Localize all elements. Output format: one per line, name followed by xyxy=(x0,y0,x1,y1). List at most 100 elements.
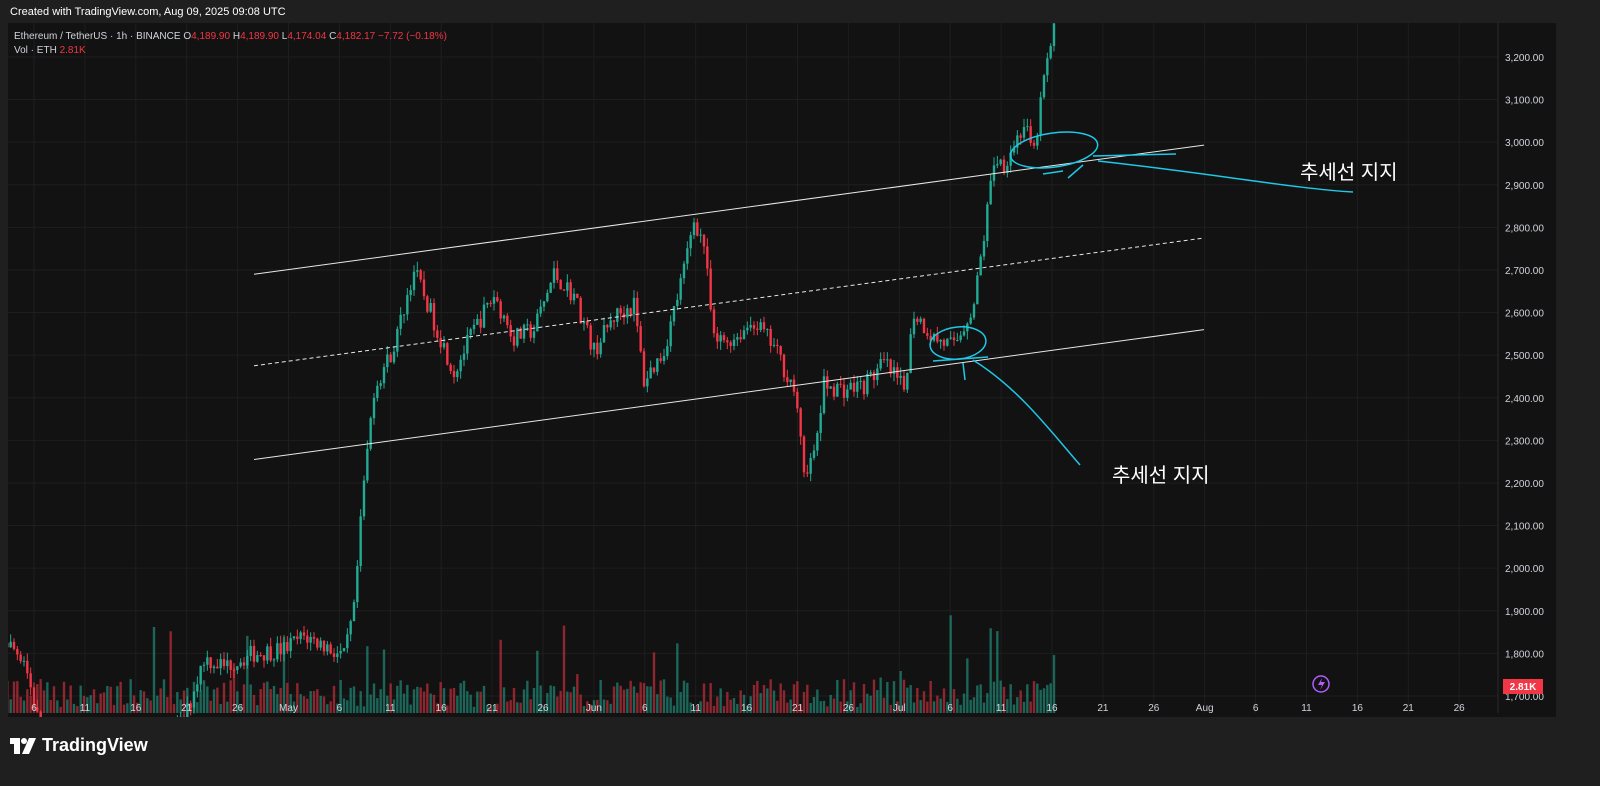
volume-bar xyxy=(482,685,486,713)
volume-bar xyxy=(466,691,469,713)
volume-bar xyxy=(949,615,952,713)
candle-body xyxy=(16,648,19,655)
symbol-title[interactable]: Ethereum / TetherUS · 1h · BINANCE xyxy=(14,31,181,42)
candle-body xyxy=(656,358,659,372)
volume-bar xyxy=(906,687,909,713)
candle-body xyxy=(296,636,299,640)
volume-bar xyxy=(942,688,946,713)
volume-bar xyxy=(979,684,982,713)
x-tick-label: 6 xyxy=(337,703,343,714)
volume-bar xyxy=(342,698,346,713)
volume-bar xyxy=(946,701,949,713)
volume-bar xyxy=(526,680,529,713)
volume-bar xyxy=(686,682,689,713)
volume-bar xyxy=(389,683,392,713)
candle-body xyxy=(516,328,519,346)
volume-bar xyxy=(9,699,12,713)
volume-bar xyxy=(732,698,736,713)
volume-bar xyxy=(846,701,849,713)
volume-bar xyxy=(952,689,956,713)
volume-bar xyxy=(1029,701,1032,713)
candle-body xyxy=(526,324,529,326)
candle-body xyxy=(872,372,876,381)
volume-bar xyxy=(806,684,809,713)
volume-bar xyxy=(572,686,576,713)
candle-body xyxy=(432,303,436,331)
tradingview-brand[interactable]: TradingView xyxy=(10,735,148,756)
volume-bar xyxy=(379,689,382,713)
candle-body xyxy=(522,324,526,339)
candle-body xyxy=(562,289,566,291)
trend-channel[interactable] xyxy=(253,144,1205,461)
volume-bar xyxy=(632,686,636,713)
candle-body xyxy=(969,317,972,324)
candle-body xyxy=(559,279,562,290)
volume-bar xyxy=(896,701,899,713)
volume-bar xyxy=(22,700,26,713)
volume-bar xyxy=(409,704,412,713)
candle-body xyxy=(702,234,706,247)
volume-bar xyxy=(119,681,122,713)
candle-body xyxy=(366,448,369,481)
candle-body xyxy=(906,372,909,390)
candle-body xyxy=(956,340,959,342)
candle-body xyxy=(316,638,319,648)
volume-label[interactable]: Vol · ETH xyxy=(14,45,57,56)
volume-bar xyxy=(272,685,276,713)
volume-bar xyxy=(489,706,492,713)
volume-bar xyxy=(776,700,779,713)
chart-pane[interactable]: 추세선 지지 추세선 지지 3,200.00 3,100.00 3,000.00 2,9… xyxy=(8,23,1556,717)
volume-bar xyxy=(66,699,69,713)
volume-bar xyxy=(912,702,916,713)
volume-bar xyxy=(149,700,152,713)
candle-body xyxy=(609,320,612,328)
x-tick-label: May xyxy=(279,703,298,714)
volume-bar xyxy=(326,704,329,713)
candle-body xyxy=(419,270,422,280)
candle-body xyxy=(186,703,189,717)
x-tick-label: Aug xyxy=(1196,703,1214,714)
volume-bar xyxy=(722,706,726,713)
candle-body xyxy=(319,640,322,648)
candle-body xyxy=(672,306,676,322)
volume-bar xyxy=(122,704,126,713)
candle-body xyxy=(919,318,922,322)
candle-body xyxy=(1009,152,1012,166)
volume-bar xyxy=(209,700,212,713)
x-tick-label: 26 xyxy=(1148,703,1160,714)
volume-bar xyxy=(346,700,349,713)
volume-bar xyxy=(822,700,826,713)
volume-bar xyxy=(432,694,436,713)
volume-bar xyxy=(569,692,572,713)
volume-bar xyxy=(106,685,109,713)
candle-body xyxy=(239,662,242,667)
candle-body xyxy=(262,655,266,661)
candle-body xyxy=(19,654,22,662)
change-value: −7.72 (−0.18%) xyxy=(378,31,447,42)
candle-body xyxy=(452,370,456,378)
volume-bar xyxy=(336,703,339,713)
volume-bar xyxy=(132,695,136,713)
volume-bar xyxy=(629,680,632,713)
volume-bar xyxy=(282,637,286,713)
candle-body xyxy=(456,371,459,378)
candle-body xyxy=(612,320,616,322)
volume-bar xyxy=(516,702,519,713)
volume-bar xyxy=(972,697,976,713)
volume-bar xyxy=(436,703,439,713)
candle-body xyxy=(922,318,926,334)
candle-body xyxy=(369,418,372,449)
annotation-arrow-upper-a xyxy=(1092,153,1177,157)
candle-body xyxy=(996,164,999,166)
candle-body xyxy=(689,235,692,249)
volume-bar xyxy=(372,683,376,713)
candle-body xyxy=(382,367,386,384)
volume-bar xyxy=(932,701,936,713)
candle-body xyxy=(626,308,629,318)
volume-bar xyxy=(616,682,619,713)
candle-body xyxy=(196,684,199,692)
volume-bar xyxy=(459,683,462,713)
x-tick-label: 6 xyxy=(31,703,37,714)
